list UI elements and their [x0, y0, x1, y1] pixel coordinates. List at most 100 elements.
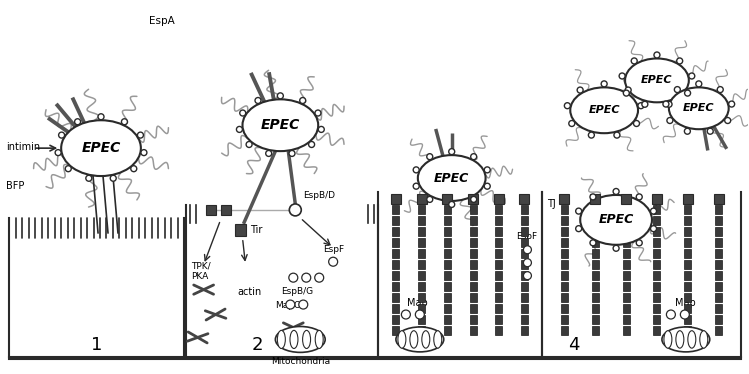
Circle shape: [138, 132, 143, 138]
Bar: [685, 260, 691, 269]
Ellipse shape: [290, 330, 298, 349]
Circle shape: [65, 166, 71, 172]
Bar: [470, 315, 476, 324]
Circle shape: [601, 81, 607, 87]
Bar: [592, 282, 598, 291]
Text: EPEC: EPEC: [434, 172, 470, 184]
Bar: [592, 227, 598, 236]
Circle shape: [564, 103, 570, 109]
Bar: [444, 282, 451, 291]
Circle shape: [413, 167, 419, 173]
Bar: [392, 282, 399, 291]
Circle shape: [685, 90, 691, 96]
Circle shape: [651, 208, 657, 214]
Bar: [561, 282, 568, 291]
Bar: [418, 271, 425, 280]
Bar: [715, 315, 722, 324]
Bar: [561, 238, 568, 247]
Ellipse shape: [669, 88, 729, 129]
Bar: [418, 205, 425, 214]
Circle shape: [524, 272, 531, 280]
Bar: [392, 216, 399, 225]
Text: EspF: EspF: [516, 232, 537, 241]
Text: EPEC: EPEC: [82, 141, 121, 155]
Circle shape: [329, 257, 338, 266]
Circle shape: [638, 103, 644, 109]
Bar: [444, 260, 451, 269]
Bar: [444, 304, 451, 313]
Bar: [685, 238, 691, 247]
Circle shape: [589, 132, 595, 138]
Circle shape: [413, 183, 419, 189]
Bar: [715, 327, 722, 335]
Circle shape: [300, 98, 306, 104]
Text: TPK/
PKA: TPK/ PKA: [191, 262, 210, 281]
Circle shape: [246, 141, 252, 147]
Circle shape: [654, 52, 660, 58]
Text: 2: 2: [251, 336, 263, 355]
Circle shape: [636, 194, 642, 200]
Ellipse shape: [410, 331, 418, 348]
Bar: [653, 327, 661, 335]
Circle shape: [577, 87, 583, 93]
Ellipse shape: [303, 330, 311, 349]
Bar: [444, 205, 451, 214]
Text: EPEC: EPEC: [261, 118, 300, 132]
Text: Map: Map: [407, 298, 428, 307]
Bar: [622, 216, 630, 225]
Circle shape: [98, 114, 104, 120]
Bar: [418, 260, 425, 269]
Circle shape: [58, 132, 64, 138]
Text: 4: 4: [568, 336, 580, 355]
Circle shape: [401, 310, 410, 319]
Circle shape: [614, 132, 620, 138]
Bar: [418, 249, 425, 258]
Text: TJ: TJ: [548, 199, 556, 209]
Circle shape: [663, 101, 669, 107]
Ellipse shape: [396, 327, 443, 352]
Bar: [715, 205, 722, 214]
Circle shape: [619, 73, 625, 79]
Text: Mitochondria: Mitochondria: [270, 358, 330, 367]
Bar: [521, 238, 528, 247]
Circle shape: [576, 226, 582, 232]
Circle shape: [696, 81, 702, 87]
Bar: [561, 293, 568, 302]
Bar: [561, 315, 568, 324]
Ellipse shape: [625, 58, 689, 102]
Bar: [622, 227, 630, 236]
Bar: [391, 194, 401, 204]
Bar: [392, 304, 399, 313]
Bar: [418, 293, 425, 302]
Ellipse shape: [243, 99, 318, 151]
Bar: [685, 293, 691, 302]
Bar: [592, 304, 598, 313]
Circle shape: [449, 148, 455, 154]
Ellipse shape: [276, 327, 325, 352]
Bar: [470, 249, 476, 258]
Bar: [685, 227, 691, 236]
Bar: [685, 327, 691, 335]
Bar: [521, 260, 528, 269]
Circle shape: [485, 167, 491, 173]
Text: 1: 1: [91, 336, 102, 355]
Bar: [470, 304, 476, 313]
Bar: [418, 304, 425, 313]
Bar: [715, 238, 722, 247]
Bar: [560, 194, 569, 204]
Circle shape: [636, 240, 642, 246]
Bar: [592, 216, 598, 225]
Bar: [622, 293, 630, 302]
Circle shape: [623, 90, 629, 96]
Bar: [561, 327, 568, 335]
Bar: [520, 194, 530, 204]
Ellipse shape: [676, 331, 684, 348]
Text: EspF: EspF: [323, 245, 345, 254]
Bar: [622, 249, 630, 258]
Circle shape: [470, 154, 476, 160]
Bar: [444, 293, 451, 302]
Bar: [685, 304, 691, 313]
Bar: [521, 327, 528, 335]
Circle shape: [718, 87, 724, 93]
Circle shape: [55, 150, 61, 156]
